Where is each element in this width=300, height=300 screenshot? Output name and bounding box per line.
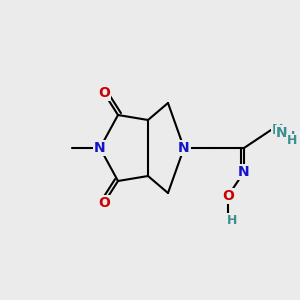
- Text: N: N: [94, 141, 106, 155]
- Text: O: O: [222, 189, 234, 203]
- Text: O: O: [98, 196, 110, 210]
- Text: H: H: [287, 134, 297, 148]
- Text: H: H: [227, 214, 237, 226]
- Text: O: O: [98, 86, 110, 100]
- Text: N: N: [178, 141, 190, 155]
- Text: N: N: [276, 126, 288, 140]
- Text: H: H: [285, 130, 295, 143]
- Text: N: N: [272, 123, 284, 137]
- Text: N: N: [238, 165, 250, 179]
